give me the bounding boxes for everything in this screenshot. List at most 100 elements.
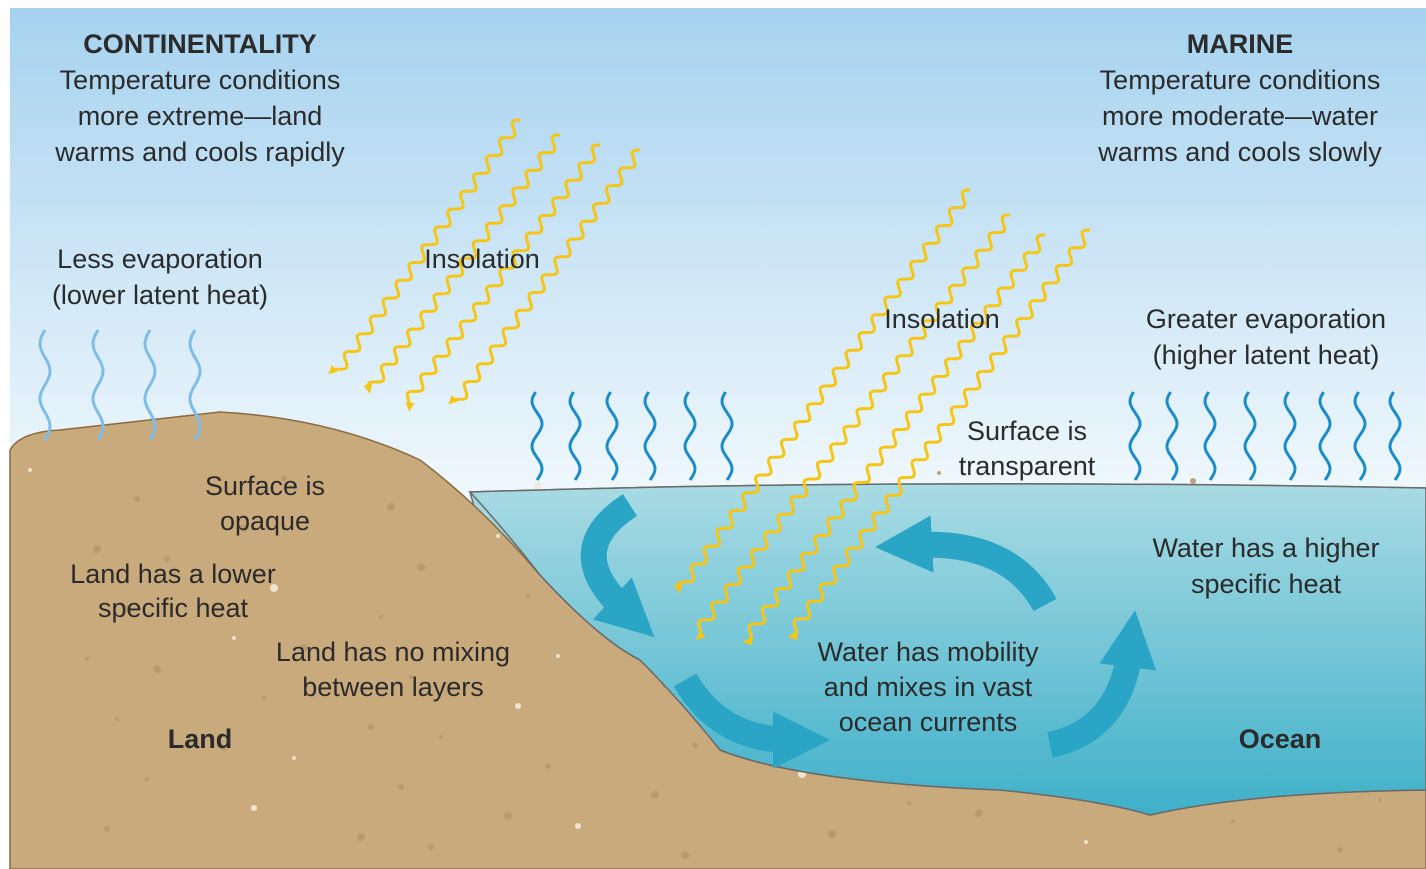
grain — [398, 784, 404, 790]
grain — [1084, 840, 1088, 844]
grain — [409, 675, 413, 679]
heading: CONTINENTALITY — [83, 29, 316, 59]
description: Temperature conditions — [60, 65, 341, 95]
grain — [281, 475, 287, 481]
evaporation — [1388, 391, 1402, 481]
evaporation — [1203, 391, 1217, 481]
evaporation — [1165, 391, 1179, 481]
label: Greater evaporation — [1146, 304, 1386, 334]
label: (higher latent heat) — [1153, 340, 1380, 370]
ocean-label: Ocean — [1239, 724, 1322, 754]
evaporation — [530, 391, 544, 481]
grain — [651, 791, 659, 799]
insolation-ray — [448, 148, 640, 405]
description: warms and cools rapidly — [54, 137, 345, 167]
grain — [368, 724, 374, 730]
evaporation — [568, 391, 582, 481]
insolation-ray — [328, 118, 520, 375]
label: Land has no mixing — [276, 637, 510, 667]
grain — [907, 801, 911, 805]
evaporation — [605, 391, 619, 481]
grain — [545, 763, 551, 769]
grain — [134, 496, 140, 502]
grain — [262, 696, 266, 700]
grain — [251, 805, 257, 811]
label: Insolation — [424, 244, 540, 274]
grain — [556, 654, 560, 658]
evaporation — [1243, 391, 1257, 481]
evaporation — [1128, 391, 1142, 481]
grain — [164, 556, 170, 562]
grain — [387, 503, 395, 511]
label: Insolation — [884, 304, 1000, 334]
grain — [93, 545, 101, 553]
label: opaque — [220, 506, 310, 536]
grain — [1337, 847, 1343, 853]
description: warms and cools slowly — [1097, 137, 1382, 167]
description: more moderate—water — [1102, 101, 1378, 131]
grain — [1231, 819, 1235, 823]
grain — [417, 563, 425, 571]
evaporation — [1318, 391, 1332, 481]
grain — [85, 657, 89, 661]
grain — [240, 524, 248, 532]
grain — [937, 471, 941, 475]
grain — [153, 665, 161, 673]
label: specific heat — [98, 593, 249, 623]
grain — [357, 833, 365, 841]
current-arrow — [580, 494, 655, 638]
label: specific heat — [1191, 569, 1342, 599]
grain — [232, 636, 236, 640]
label: Land has a lower — [70, 559, 276, 589]
label: Surface is — [205, 471, 325, 501]
grain — [515, 703, 521, 709]
grain — [526, 594, 530, 598]
insolation-ray — [787, 228, 1090, 641]
grain — [439, 735, 443, 739]
current-arrow — [875, 515, 1057, 612]
grain — [270, 584, 278, 592]
current-arrow — [673, 673, 831, 769]
insolation-ray — [363, 133, 560, 394]
evaporation — [143, 329, 157, 441]
grain — [681, 851, 689, 859]
label: and mixes in vast — [824, 672, 1033, 702]
grain — [428, 844, 434, 850]
grain — [1378, 798, 1382, 802]
grain — [300, 644, 308, 652]
label: between layers — [302, 672, 484, 702]
insolation-ray — [742, 233, 1045, 646]
evaporation — [38, 329, 52, 441]
insolation-ray — [673, 188, 970, 594]
grain — [379, 615, 383, 619]
grain — [115, 717, 119, 721]
evaporation — [188, 329, 202, 441]
grain — [221, 745, 227, 751]
insolation-ray — [405, 143, 600, 412]
label: Surface is — [967, 416, 1087, 446]
evaporation — [720, 391, 734, 481]
grain — [828, 830, 836, 838]
grain — [104, 826, 110, 832]
grain — [123, 605, 131, 613]
decorations — [28, 118, 1426, 859]
grain — [496, 534, 500, 538]
evaporation — [683, 391, 697, 481]
grain — [1190, 478, 1196, 484]
evaporation — [1283, 391, 1297, 481]
grain — [504, 812, 512, 820]
evaporation — [91, 329, 105, 441]
land-label: Land — [168, 724, 233, 754]
grain — [534, 482, 542, 490]
current-arrow — [1046, 610, 1157, 758]
grain — [575, 823, 581, 829]
grain — [145, 777, 149, 781]
insolation-ray — [695, 213, 1010, 640]
description: more extreme—land — [78, 101, 323, 131]
grain — [292, 756, 296, 760]
label: Water has mobility — [817, 637, 1039, 667]
label: ocean currents — [839, 707, 1018, 737]
grain — [692, 742, 698, 748]
evaporation — [643, 391, 657, 481]
